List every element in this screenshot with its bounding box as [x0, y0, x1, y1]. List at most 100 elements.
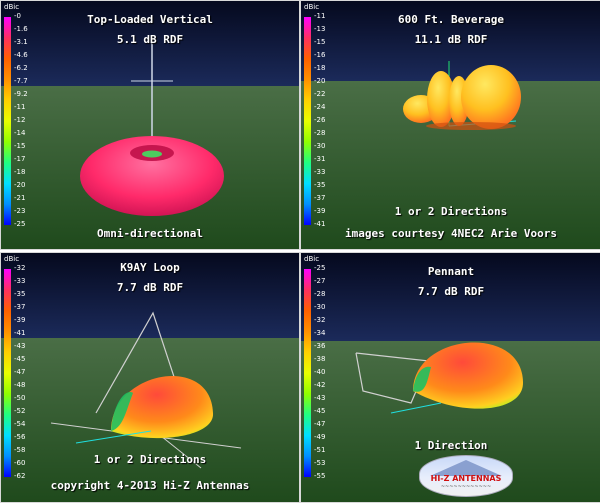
hi-z-logo: HI-Z ANTENNAS ~~~~~~~~~~~~	[419, 455, 513, 497]
scale-tick: -30	[314, 303, 326, 311]
scale-tick: -0	[14, 12, 21, 20]
panel-title: Top-Loaded Vertical	[87, 13, 213, 26]
radiation-scene	[1, 253, 299, 502]
scale-tick: -49	[314, 433, 326, 441]
scale-tick: -45	[314, 407, 326, 415]
scale-tick: -60	[14, 459, 26, 467]
panel-caption: Omni-directional	[97, 227, 203, 240]
scale-tick: -51	[314, 446, 326, 454]
panel-beverage: dBic -11 -13 -15 -16 -18 -20 -22 -24 -26…	[300, 0, 600, 250]
scale-tick: -53	[314, 459, 326, 467]
color-scale-bar	[4, 269, 11, 477]
scale-tick: -30	[314, 142, 326, 150]
panel-pennant: dBic -25 -27 -28 -30 -32 -34 -36 -38 -40…	[300, 252, 600, 503]
panel-gain: 11.1 dB RDF	[414, 33, 488, 46]
scale-tick: -7.7	[14, 77, 28, 85]
scale-tick: -15	[14, 142, 26, 150]
color-scale-bar	[304, 17, 311, 225]
scale-tick: -31	[314, 155, 326, 163]
scale-tick: -11	[14, 103, 26, 111]
panel-caption: 1 or 2 Directions	[394, 205, 508, 218]
scale-tick: -17	[14, 155, 26, 163]
radiation-scene	[301, 1, 600, 249]
panel-caption: 1 Direction	[414, 439, 488, 452]
scale-tick: -47	[314, 420, 326, 428]
radiation-scene	[1, 1, 299, 249]
scale-tick: -4.6	[14, 51, 28, 59]
scale-tick: -1.6	[14, 25, 28, 33]
scale-tick: -20	[314, 77, 326, 85]
scale-tick: -55	[314, 472, 326, 480]
unit-label: dBic	[304, 3, 320, 11]
scale-tick: -40	[314, 368, 326, 376]
scale-tick: -62	[14, 472, 26, 480]
panel-top-loaded-vertical: dBic -0 -1.6 -3.1 -4.6 -6.2 -7.7 -9.2 -1…	[0, 0, 300, 250]
scale-tick: -15	[314, 38, 326, 46]
scale-tick: -41	[14, 329, 26, 337]
scale-tick: -56	[14, 433, 26, 441]
color-scale-bar	[4, 17, 11, 225]
scale-tick: -38	[314, 355, 326, 363]
copyright-line: copyright 4-2013 Hi-Z Antennas	[50, 479, 250, 492]
scale-tick: -35	[14, 290, 26, 298]
scale-tick: -45	[14, 355, 26, 363]
scale-tick: -34	[314, 329, 326, 337]
scale-tick: -21	[14, 194, 26, 202]
panel-gain: 7.7 dB RDF	[116, 281, 184, 294]
logo-subtext: ~~~~~~~~~~~~	[440, 484, 492, 490]
color-scale-bar	[304, 269, 311, 477]
scale-tick: -22	[314, 90, 326, 98]
scale-tick: -47	[14, 368, 26, 376]
panel-gain: 5.1 dB RDF	[116, 33, 184, 46]
scale-tick: -9.2	[14, 90, 28, 98]
unit-label: dBic	[4, 3, 20, 11]
scale-tick: -28	[314, 129, 326, 137]
scale-tick: -35	[314, 181, 326, 189]
scale-tick: -33	[14, 277, 26, 285]
scale-tick: -25	[14, 220, 26, 228]
logo-text: HI-Z ANTENNAS	[430, 474, 502, 483]
scale-tick: -32	[14, 264, 26, 272]
scale-tick: -32	[314, 316, 326, 324]
scale-tick: -14	[14, 129, 26, 137]
scale-tick: -18	[314, 64, 326, 72]
scale-tick: -58	[14, 446, 26, 454]
scale-tick: -28	[314, 290, 326, 298]
panel-caption: 1 or 2 Directions	[93, 453, 207, 466]
scale-tick: -48	[14, 381, 26, 389]
unit-label: dBic	[304, 255, 320, 263]
scale-tick: -36	[314, 342, 326, 350]
scale-tick: -3.1	[14, 38, 28, 46]
scale-tick: -18	[14, 168, 26, 176]
panel-title: K9AY Loop	[120, 261, 180, 274]
scale-tick: -39	[14, 316, 26, 324]
scale-tick: -52	[14, 407, 26, 415]
scale-tick: -16	[314, 51, 326, 59]
scale-tick: -39	[314, 207, 326, 215]
panel-gain: 7.7 dB RDF	[417, 285, 485, 298]
panel-title: 600 Ft. Beverage	[398, 13, 504, 26]
scale-tick: -43	[14, 342, 26, 350]
scale-tick: -50	[14, 394, 26, 402]
panel-title: Pennant	[427, 265, 475, 278]
scale-tick: -26	[314, 116, 326, 124]
scale-tick: -33	[314, 168, 326, 176]
credit-line: images courtesy 4NEC2 Arie Voors	[345, 227, 557, 240]
panel-k9ay-loop: dBic -32 -33 -35 -37 -39 -41 -43 -45 -47…	[0, 252, 300, 503]
scale-tick: -25	[314, 264, 326, 272]
scale-tick: -20	[14, 181, 26, 189]
scale-tick: -27	[314, 277, 326, 285]
scale-tick: -37	[14, 303, 26, 311]
scale-tick: -54	[14, 420, 26, 428]
scale-tick: -12	[14, 116, 26, 124]
scale-tick: -37	[314, 194, 326, 202]
unit-label: dBic	[4, 255, 20, 263]
scale-tick: -13	[314, 25, 326, 33]
scale-tick: -43	[314, 394, 326, 402]
scale-tick: -6.2	[14, 64, 28, 72]
scale-tick: -23	[14, 207, 26, 215]
scale-tick: -42	[314, 381, 326, 389]
scale-tick: -24	[314, 103, 326, 111]
scale-tick: -11	[314, 12, 326, 20]
scale-tick: -41	[314, 220, 326, 228]
